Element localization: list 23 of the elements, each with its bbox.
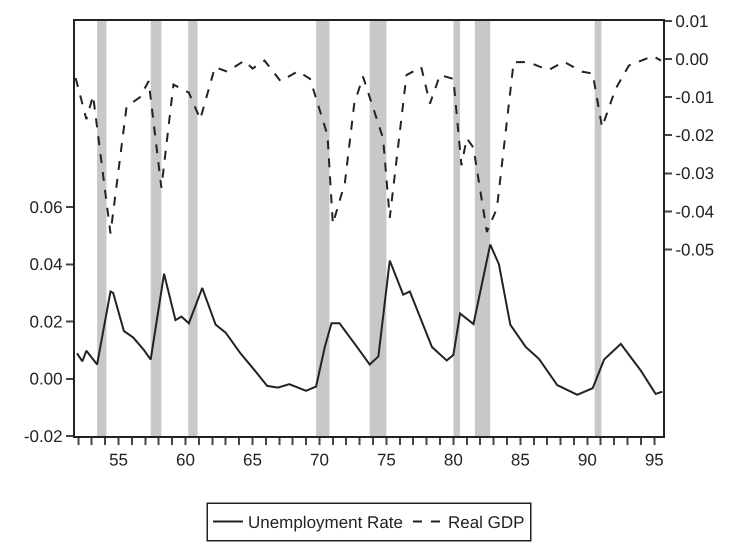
- y-tick-label: 0.04: [30, 255, 63, 274]
- y-tick-label: 0.00: [30, 370, 63, 389]
- y2-tick-label: -0.02: [675, 126, 714, 146]
- y2-tick-label: 0.00: [675, 50, 708, 70]
- x-tick-label: 60: [176, 450, 195, 470]
- legend-label: Real GDP: [448, 513, 524, 532]
- y-tick-label: 0.06: [30, 198, 63, 217]
- y-tick-label: -0.02: [24, 426, 63, 446]
- y2-tick-label: -0.04: [675, 202, 714, 222]
- y2-tick-label: -0.05: [675, 240, 714, 260]
- x-tick-label: 80: [444, 450, 463, 470]
- x-tick-label: 55: [109, 450, 128, 470]
- y2-tick-label: -0.03: [675, 164, 714, 184]
- y2-tick-label: -0.01: [675, 88, 714, 108]
- x-tick-label: 85: [510, 450, 530, 470]
- legend-label: Unemployment Rate: [248, 513, 403, 532]
- y2-tick-label: 0.01: [675, 12, 708, 31]
- x-tick-label: 65: [243, 450, 262, 470]
- x-tick-label: 75: [376, 450, 396, 470]
- y-tick-label: 0.02: [30, 312, 63, 332]
- x-tick-label: 70: [310, 450, 329, 470]
- x-tick-label: 95: [644, 450, 664, 470]
- x-tick-label: 90: [578, 450, 597, 470]
